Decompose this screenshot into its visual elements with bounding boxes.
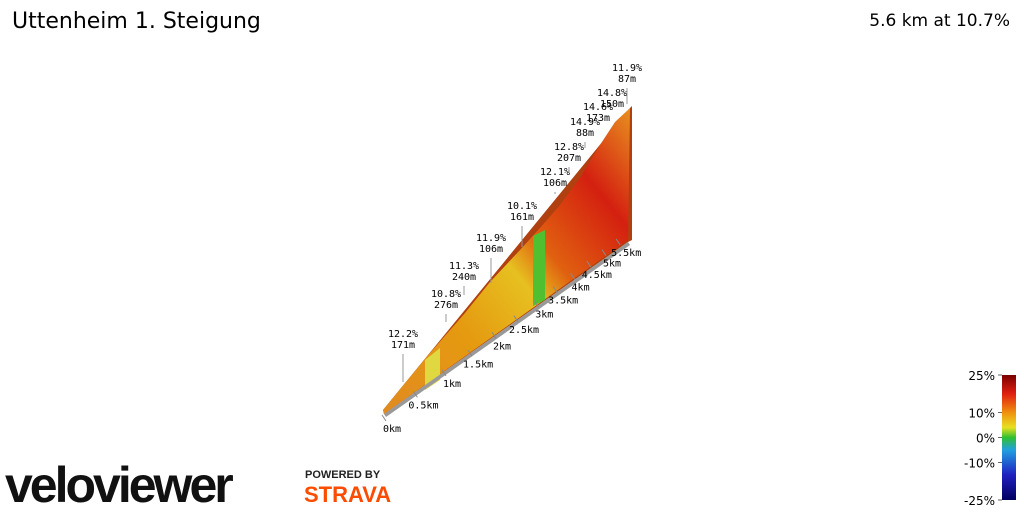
logo: veloviewer (5, 457, 233, 512)
annotation-length: 150m (600, 99, 624, 110)
annotation-grade: 11.9% (476, 233, 506, 244)
x-tick (441, 369, 447, 377)
title: Uttenheim 1. Steigung (12, 9, 261, 34)
annotation-grade: 12.8% (554, 142, 584, 153)
annotation-grade: 14.6% (583, 102, 613, 113)
x-tick-label: 3km (535, 310, 553, 321)
annotation-length: 87m (618, 74, 636, 85)
x-tick (570, 273, 575, 280)
x-tick-label: 5.5km (611, 248, 641, 259)
x-tick (467, 350, 473, 357)
x-tick-label: 3.5km (548, 295, 578, 306)
x-tick (381, 414, 387, 422)
annotation-length: 161m (510, 212, 534, 223)
annotation-grade: 12.1% (540, 167, 570, 178)
x-tick-label: 4.5km (582, 270, 612, 281)
annotation-length: 171m (391, 340, 415, 351)
colorbar-label: 0% (976, 432, 995, 446)
annotation-length: 240m (452, 272, 476, 283)
colorbar (1002, 375, 1016, 500)
annotation-grade: 10.1% (507, 201, 537, 212)
annotation-length: 106m (479, 244, 503, 255)
annotation-grade: 14.9% (570, 117, 600, 128)
ribbon (383, 108, 630, 414)
x-tick (533, 300, 539, 307)
annotation-length: 88m (576, 128, 594, 139)
x-tick-label: 1km (443, 379, 461, 390)
annotation-grade: 14.8% (597, 88, 627, 99)
strava: STRAVA (304, 482, 391, 507)
annotation-grade: 12.2% (388, 329, 418, 340)
x-tick (615, 238, 621, 246)
annotation-length: 106m (543, 178, 567, 189)
colorbar-label: -10% (964, 457, 995, 471)
x-tick (601, 249, 607, 256)
x-tick (513, 315, 519, 323)
annotation-grade: 10.8% (431, 289, 461, 300)
x-tick-label: 2.5km (509, 325, 539, 336)
annotation-length: 276m (434, 300, 458, 311)
x-tick-label: 0.5km (408, 400, 438, 411)
x-tick-label: 5km (603, 259, 621, 270)
x-tick (491, 332, 497, 339)
x-tick (552, 286, 558, 293)
colorbar-label: -25% (964, 494, 995, 508)
ribbon-base (384, 242, 630, 417)
x-tick-label: 2km (493, 341, 511, 352)
colorbar-label: 10% (968, 407, 995, 421)
x-tick-label: 1.5km (463, 359, 493, 370)
annotation-length: 207m (557, 153, 581, 164)
x-tick-label: 4km (572, 282, 590, 293)
x-tick (586, 260, 592, 268)
x-tick (413, 391, 418, 398)
annotation-length: 173m (586, 113, 610, 124)
ribbon-segment (533, 230, 545, 306)
annotation-grade: 11.3% (449, 261, 479, 272)
x-tick-label: 0km (383, 424, 401, 435)
powered-by: POWERED BY (305, 469, 381, 481)
colorbar-label: 25% (968, 369, 995, 383)
annotation-grade: 11.9% (612, 63, 642, 74)
subtitle: 5.6 km at 10.7% (869, 11, 1010, 31)
